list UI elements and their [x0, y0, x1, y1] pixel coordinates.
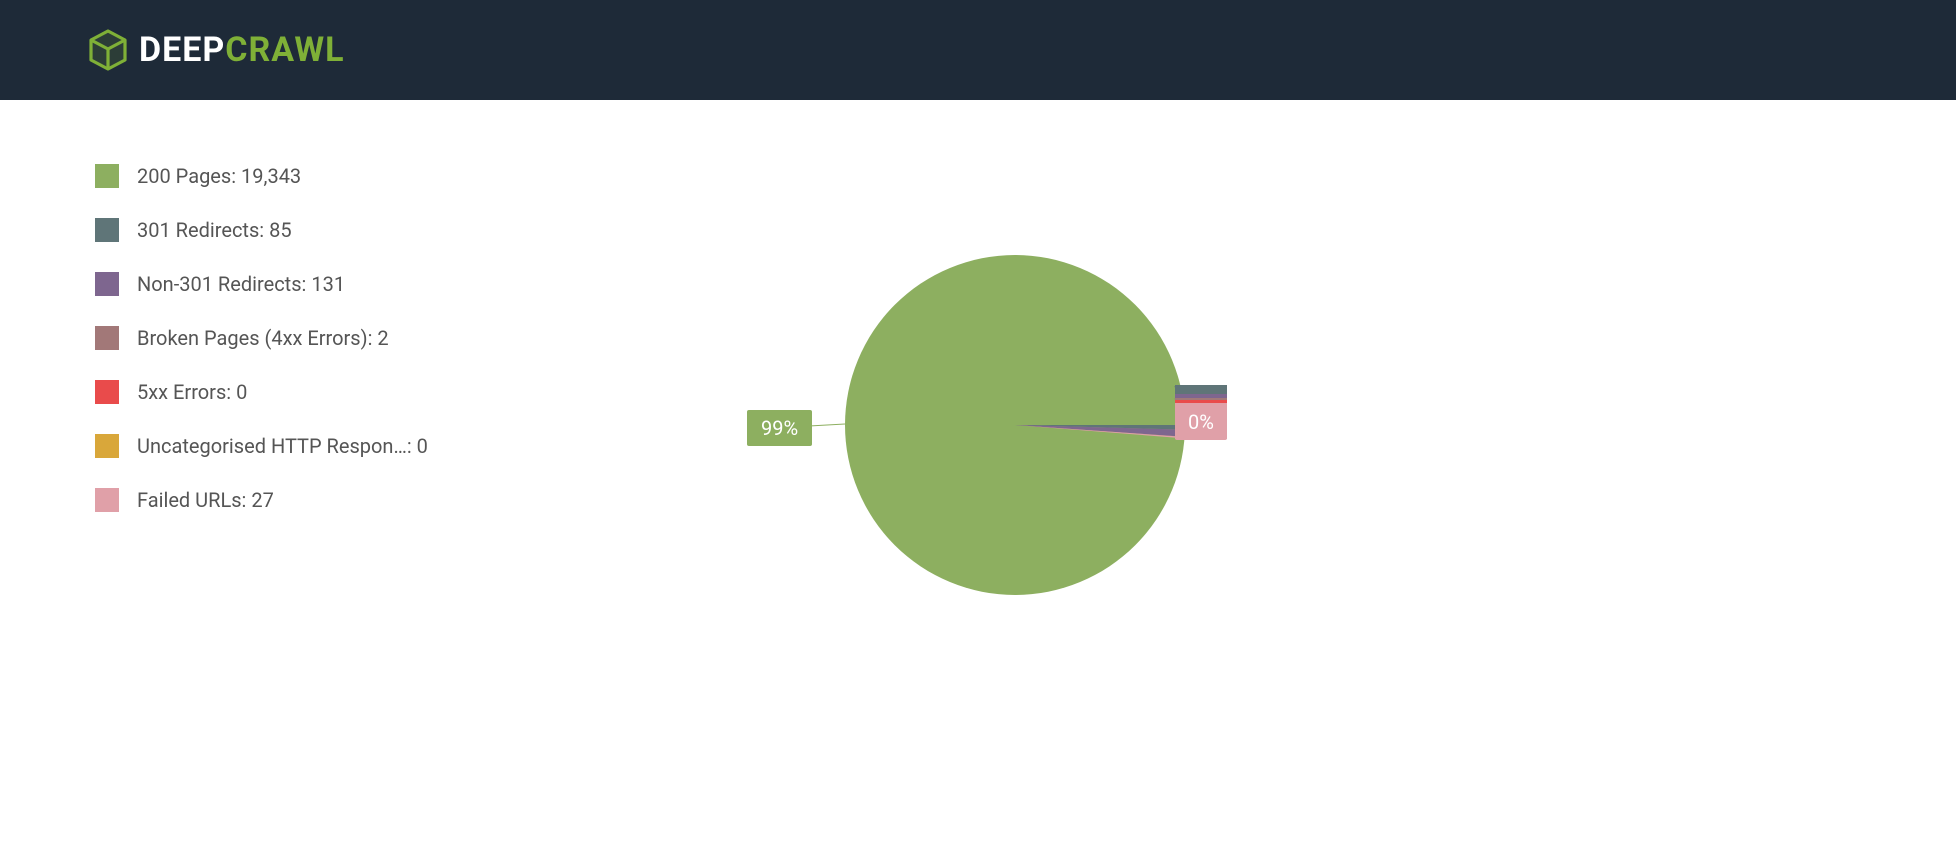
- legend-item[interactable]: 301 Redirects: 85: [95, 218, 615, 242]
- leader-line: [809, 424, 845, 426]
- brand-name-part1: DEEP: [139, 30, 225, 70]
- pie-percent-label-main: 99%: [747, 410, 812, 446]
- legend-label: 200 Pages: 19,343: [137, 164, 301, 188]
- brand-name: DEEPCRAWL: [139, 30, 344, 70]
- legend-item[interactable]: Uncategorised HTTP Respon…: 0: [95, 434, 615, 458]
- pie-chart-area: 99% 0%: [615, 160, 1956, 542]
- stacked-bar-slice[interactable]: [1175, 385, 1227, 394]
- legend-label: Broken Pages (4xx Errors): 2: [137, 326, 389, 350]
- brand-name-part2: CRAWL: [225, 30, 344, 70]
- legend-swatch: [95, 434, 119, 458]
- legend-label: Non-301 Redirects: 131: [137, 272, 345, 296]
- pie-percent-label-small: 0%: [1175, 404, 1227, 440]
- legend-swatch: [95, 380, 119, 404]
- cube-icon: [85, 27, 131, 73]
- legend-label: Failed URLs: 27: [137, 488, 274, 512]
- legend-label: 301 Redirects: 85: [137, 218, 292, 242]
- chart-legend: 200 Pages: 19,343 301 Redirects: 85 Non-30…: [95, 160, 615, 542]
- legend-label: 5xx Errors: 0: [137, 380, 247, 404]
- legend-swatch: [95, 326, 119, 350]
- main-content: 200 Pages: 19,343 301 Redirects: 85 Non-30…: [0, 100, 1956, 542]
- legend-item[interactable]: 200 Pages: 19,343: [95, 164, 615, 188]
- brand-logo: DEEPCRAWL: [85, 27, 344, 73]
- legend-swatch: [95, 272, 119, 296]
- legend-item[interactable]: Broken Pages (4xx Errors): 2: [95, 326, 615, 350]
- stacked-bar-slice[interactable]: [1175, 394, 1227, 398]
- legend-item[interactable]: Failed URLs: 27: [95, 488, 615, 512]
- legend-label: Uncategorised HTTP Respon…: 0: [137, 434, 428, 458]
- pie-chart: [615, 160, 1415, 720]
- legend-item[interactable]: 5xx Errors: 0: [95, 380, 615, 404]
- stacked-bar-slice[interactable]: [1175, 400, 1227, 403]
- legend-item[interactable]: Non-301 Redirects: 131: [95, 272, 615, 296]
- legend-swatch: [95, 488, 119, 512]
- stacked-bar-slice[interactable]: [1175, 398, 1227, 400]
- app-header: DEEPCRAWL: [0, 0, 1956, 100]
- legend-swatch: [95, 164, 119, 188]
- legend-swatch: [95, 218, 119, 242]
